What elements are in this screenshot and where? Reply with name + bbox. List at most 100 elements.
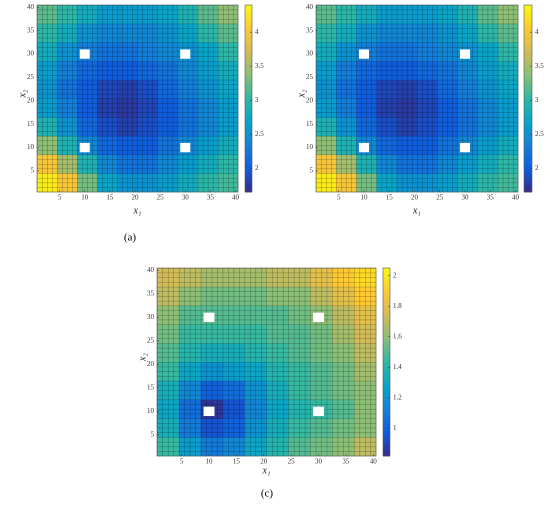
colorbar-step	[383, 444, 390, 448]
y-tick-label: 15	[27, 120, 35, 128]
colorbar-step	[524, 34, 532, 38]
colorbar-step	[383, 350, 390, 354]
colorbar-step	[245, 113, 252, 117]
colorbar-step	[383, 320, 390, 325]
colorbar-step	[245, 139, 252, 143]
colorbar-step	[245, 86, 252, 91]
colorbar-step	[245, 116, 252, 120]
masked-cell	[180, 49, 191, 59]
colorbar-step	[245, 180, 252, 184]
colorbar-step	[524, 89, 532, 94]
y-tick-label: 5	[31, 167, 35, 175]
x-tick-label: 15	[106, 194, 114, 202]
colorbar-step	[524, 78, 532, 82]
colorbar-step	[245, 118, 252, 123]
colorbar-step	[245, 151, 252, 155]
colorbar-step	[245, 37, 252, 41]
colorbar-step	[524, 80, 532, 85]
masked-cell	[459, 142, 471, 153]
colorbar-step	[383, 441, 390, 445]
x-tick-label: 10	[81, 194, 89, 202]
colorbar-step	[383, 335, 390, 339]
colorbar-step	[245, 60, 252, 64]
panel-label: (a)	[124, 232, 137, 244]
colorbar-step	[524, 162, 532, 167]
colorbar-step	[524, 98, 532, 102]
colorbar-step	[383, 300, 390, 304]
y-tick-label: 20	[306, 96, 314, 104]
x-tick-label: 25	[436, 194, 444, 202]
colorbar-step	[383, 273, 390, 278]
colorbar-step	[245, 25, 252, 29]
colorbar-step	[524, 110, 532, 114]
colorbar-step	[524, 104, 532, 108]
colorbar-step	[524, 121, 532, 126]
masked-cell	[459, 49, 471, 59]
colorbar-step	[245, 83, 252, 88]
x-tick-label: 15	[233, 458, 241, 466]
colorbar-tick-label: 2	[393, 271, 397, 279]
colorbar-step	[383, 294, 390, 298]
masked-cell	[313, 406, 324, 417]
y-tick-label: 30	[306, 50, 314, 58]
colorbar-step	[383, 270, 390, 275]
colorbar-tick-label: 2	[535, 164, 539, 172]
colorbar-step	[524, 28, 532, 32]
colorbar-step	[524, 63, 532, 67]
colorbar-step	[245, 107, 252, 111]
colorbar-step	[383, 403, 390, 407]
colorbar-step	[245, 72, 252, 76]
colorbar-step	[383, 432, 390, 436]
colorbar-step	[245, 104, 252, 108]
colorbar-step	[524, 116, 532, 120]
colorbar-step	[245, 57, 252, 61]
colorbar-step	[383, 406, 390, 410]
colorbar-frame	[244, 4, 253, 193]
colorbar-step	[383, 288, 390, 292]
mesh	[316, 5, 518, 192]
colorbar-step	[383, 373, 390, 378]
colorbar-step	[245, 156, 252, 161]
x-tick-label: 25	[288, 458, 296, 466]
colorbar-step	[245, 168, 252, 172]
y-tick-label: 35	[306, 26, 314, 34]
colorbar-step	[524, 72, 532, 76]
colorbar-step	[383, 303, 390, 307]
x-tick-label: 35	[487, 194, 495, 202]
colorbar-step	[524, 16, 532, 21]
y-tick-label: 5	[151, 430, 155, 438]
colorbar-tick-label: 1.8	[393, 302, 402, 310]
colorbar-step	[383, 400, 390, 404]
colorbar-step	[245, 89, 252, 94]
colorbar-step	[524, 19, 532, 23]
x-tick-label: 15	[386, 194, 394, 202]
colorbar-step	[524, 7, 532, 12]
colorbar-step	[524, 180, 532, 184]
colorbar-step	[524, 42, 532, 47]
mesh	[157, 268, 376, 456]
colorbar-step	[383, 367, 390, 372]
colorbar-step	[383, 315, 390, 319]
x-tick-label: 35	[342, 458, 350, 466]
colorbar-step	[383, 285, 390, 289]
colorbar-step	[245, 145, 252, 149]
x-tick-label: 10	[360, 194, 368, 202]
colorbar-step	[245, 186, 252, 190]
y-tick-label: 25	[27, 73, 35, 81]
colorbar-step	[383, 397, 390, 401]
colorbar-step	[524, 57, 532, 61]
colorbar-step	[524, 101, 532, 105]
panel-label: (c)	[261, 488, 274, 500]
colorbar-step	[524, 127, 532, 132]
colorbar-step	[524, 45, 532, 50]
colorbar-step	[524, 186, 532, 190]
x-tick-label: 30	[315, 458, 323, 466]
colorbar-step	[383, 347, 390, 351]
colorbar-step	[524, 25, 532, 29]
colorbar-step	[383, 344, 390, 348]
x-tick-label: 20	[411, 194, 419, 202]
colorbar-step	[524, 86, 532, 91]
colorbar-step	[383, 356, 390, 360]
colorbar-step	[383, 426, 390, 430]
x-tick-label: 5	[58, 194, 62, 202]
